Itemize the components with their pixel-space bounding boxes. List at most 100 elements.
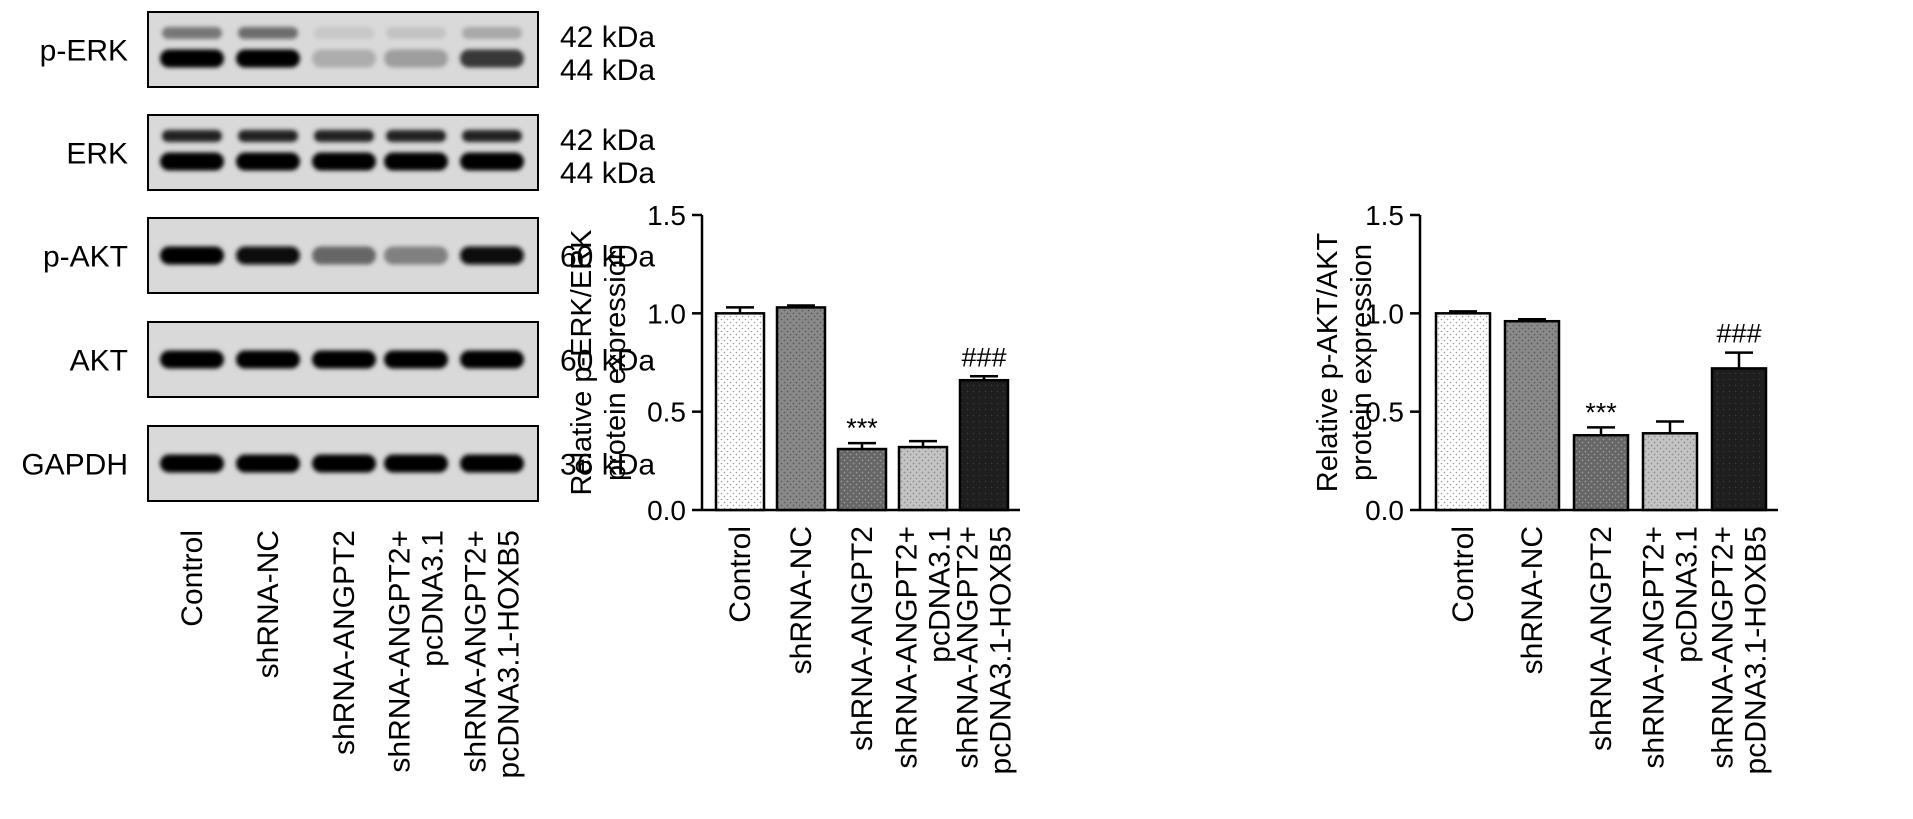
blot-band [460,454,524,473]
blot-band [312,246,376,265]
blot-band [312,454,376,473]
y-axis-title: Relative p-AKT/AKT protein expression [1312,232,1378,492]
bar-control [714,312,766,512]
kda-label: 60 kDa [560,241,655,274]
blot-row-akt: AKT 60 kDa [70,321,655,398]
blot-band [160,454,224,473]
x-tick-label: Control [1447,526,1480,623]
significance-label: *** [846,413,878,443]
blot-band-upper [462,130,522,142]
blot-row-label: AKT [70,345,128,378]
x-tick-label: shRNA-ANGPT2 [846,526,879,751]
y-axis-title-line: protein expression [600,244,632,481]
blot-row-label: p-AKT [43,241,128,274]
x-tick-label: pcDNA3.1-HOXB5 [985,526,1018,774]
blot-band [312,49,376,68]
blot-band [236,350,300,369]
blot-band-upper [314,130,374,142]
bar-shrna-nc [1503,319,1561,512]
kda-label: 42 kDa [560,21,655,54]
x-tick-label: pcDNA3.1 [924,526,957,663]
blot-band [460,152,524,171]
chart-p-akt-akt: Relative p-AKT/AKT protein expression0.00… [1312,200,1778,774]
blot-band-upper [314,27,374,39]
y-tick-label: 1.5 [647,200,686,231]
x-tick-label: shRNA-ANGPT2+ [952,526,985,769]
x-tick-label: shRNA-ANGPT2 [1585,526,1618,751]
x-tick-label: shRNA-NC [1516,526,1549,674]
lane-labels: Control shRNA-NC shRNA-ANGPT2 shRNA-ANGPT2+… [176,530,526,778]
blot-band-upper [162,130,222,142]
blot-band [384,49,448,68]
blot-band-upper [238,27,298,39]
y-tick-label: 1.0 [1365,298,1404,329]
blot-band [384,350,448,369]
lane-label: shRNA-ANGPT2 [328,530,361,755]
lane-label: pcDNA3.1-HOXB5 [493,530,526,778]
x-tick-label: shRNA-NC [785,526,818,674]
lane-label: shRNA-ANGPT2+ [384,530,417,773]
lane-label: shRNA-NC [252,530,285,678]
blot-row-label: p-ERK [40,35,128,68]
y-axis-title-line: Relative p-AKT/AKT [1312,232,1344,492]
blot-band [236,246,300,265]
blot-band [236,49,300,68]
x-tick-label: pcDNA3.1-HOXB5 [1740,526,1773,774]
blot-band-upper [386,27,446,39]
blot-band [384,152,448,171]
blot-band [160,49,224,68]
significance-label: ### [961,342,1006,372]
blot-band [160,246,224,265]
significance-label: *** [1585,397,1617,427]
chart-p-erk-erk: Relative p-ERK/ERK protein expression 0.0 0… [566,200,1020,774]
blot-band-upper [462,27,522,39]
kda-label: 36 kDa [560,449,655,482]
lane-label: pcDNA3.1 [417,530,450,667]
x-tick-label: shRNA-ANGPT2+ [891,526,924,769]
blot-band [460,49,524,68]
blot-band [312,152,376,171]
y-axis-title-line: Relative p-ERK/ERK [566,229,598,496]
bar-shrna-angpt2-pcdna3-1-hoxb5 [958,378,1010,512]
y-tick-label: 0.5 [647,397,686,428]
blot-band-upper [386,130,446,142]
y-tick-label: 0.0 [647,495,686,526]
kda-label: 44 kDa [560,157,655,190]
bar-shrna-angpt2-pcdna3-1-hoxb5 [1710,367,1768,512]
blot-band [236,454,300,473]
y-tick-label: 1.5 [1365,200,1404,231]
blot-band-upper [238,130,298,142]
blot-row-gapdh: GAPDH 36 kDa [21,425,655,502]
x-tick-label: shRNA-ANGPT2+ [1638,526,1671,769]
bar-shrna-angpt2-pcdna3-1 [897,445,949,512]
y-tick-label: 1.0 [647,298,686,329]
blot-band [460,246,524,265]
y-axis-title: Relative p-ERK/ERK protein expression [566,229,632,496]
y-tick-label: 0.0 [1365,495,1404,526]
kda-label: 44 kDa [560,54,655,87]
blot-band [160,350,224,369]
bar-shrna-angpt2 [1572,434,1630,512]
lane-label: Control [176,530,209,627]
blot-row-label: GAPDH [21,449,128,482]
blot-row-label: ERK [66,138,128,171]
blot-band [160,152,224,171]
y-axis-title-line: protein expression [1346,244,1378,481]
blot-band [236,152,300,171]
kda-label: 42 kDa [560,124,655,157]
bar-control [1434,312,1492,512]
bar-shrna-nc [775,306,827,512]
bar-shrna-angpt2 [836,447,888,512]
lane-label: shRNA-ANGPT2+ [460,530,493,773]
bar-shrna-angpt2-pcdna3-1 [1641,432,1699,512]
blot-band [384,454,448,473]
x-tick-label: shRNA-ANGPT2+ [1707,526,1740,769]
kda-label: 60 kDa [560,345,655,378]
significance-label: ### [1716,319,1761,349]
x-tick-label: Control [724,526,757,623]
blot-band-upper [162,27,222,39]
